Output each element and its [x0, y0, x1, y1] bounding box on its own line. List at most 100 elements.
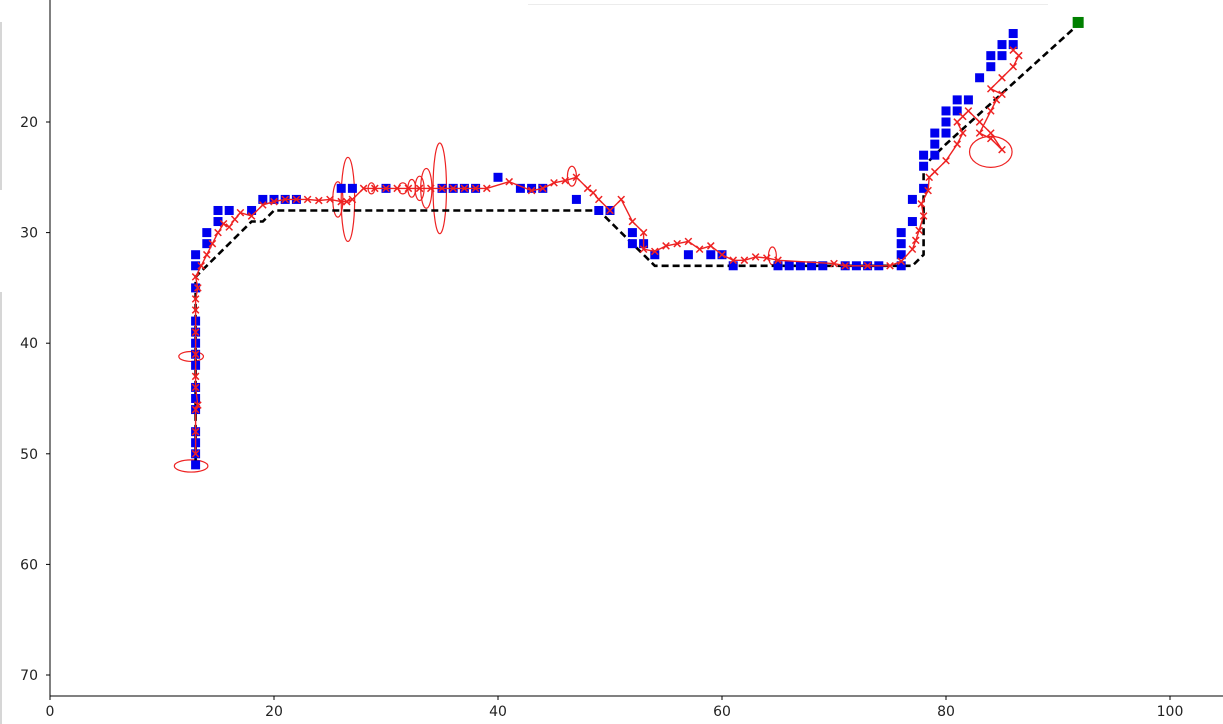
tick-labels: 0 20 40 60 80 100 20 30 40 50 60 70: [20, 115, 1183, 720]
red-x-marker: [326, 195, 334, 204]
red-x-marker: [404, 184, 413, 193]
red-x-marker: [841, 261, 850, 270]
red-x-marker: [919, 212, 928, 220]
red-x-marker: [219, 219, 228, 228]
blue-square-marker: [191, 283, 201, 293]
blue-square-marker: [269, 194, 279, 204]
red-x-marker: [897, 257, 906, 266]
red-x-marker: [191, 449, 200, 458]
blue-square-marker: [683, 250, 693, 260]
blue-square-marker: [896, 250, 906, 260]
y-tick-label: 40: [20, 336, 38, 352]
blue-square-marker: [773, 261, 783, 271]
red-x-marker: [191, 427, 200, 436]
blue-square-marker: [997, 40, 1007, 50]
x-tick-label: 80: [937, 704, 955, 720]
red-x-marker: [594, 195, 603, 204]
blue-square-marker: [975, 73, 985, 83]
red-x-marker: [639, 245, 648, 254]
blue-square-marker: [952, 95, 962, 105]
red-x-marker: [975, 118, 984, 126]
red-x-marker: [191, 372, 200, 381]
axes: [49, 0, 1223, 697]
red-x-marker: [986, 134, 995, 143]
red-x-marker: [639, 228, 648, 237]
red-x-marker: [538, 184, 547, 193]
red-x-marker: [762, 254, 771, 262]
red-x-marker: [342, 197, 351, 206]
red-x-marker: [718, 250, 726, 259]
red-x-marker: [471, 184, 480, 193]
blue-square-marker: [807, 261, 817, 271]
blue-square-marker: [963, 95, 973, 105]
red-x-marker: [208, 239, 217, 248]
red-x-marker: [673, 239, 682, 248]
blue-square-marker: [997, 51, 1007, 61]
blue-square-marker: [627, 239, 637, 249]
blue-square-marker: [1008, 40, 1018, 50]
red-x-marker: [393, 184, 402, 193]
red-x-marker: [191, 328, 200, 336]
red-x-marker: [924, 186, 932, 195]
red-x-marker: [606, 206, 614, 215]
red-x-marker: [1009, 46, 1018, 54]
red-x-marker: [270, 197, 278, 206]
red-x-marker: [684, 237, 693, 246]
red-x-marker: [650, 247, 659, 256]
red-x-marker: [415, 184, 424, 193]
uncertainty-ellipses: [173, 135, 1013, 473]
red-x-marker: [964, 107, 973, 115]
blue-square-marker: [258, 194, 268, 204]
blue-square-marker: [336, 183, 346, 193]
blue-square-marker: [930, 128, 940, 138]
blue-square-marker: [818, 261, 828, 271]
red-x-marker: [589, 188, 598, 197]
red-x-marker: [230, 215, 239, 224]
red-x-marker: [886, 261, 894, 270]
y-tick-label: 20: [20, 115, 38, 131]
red-x-marker: [930, 167, 939, 176]
y-tick-label: 50: [20, 447, 38, 463]
blue-square-marker: [650, 250, 660, 260]
blue-square-marker: [728, 261, 738, 271]
blue-square-marker: [527, 183, 537, 193]
red-x-marker: [337, 197, 346, 206]
red-x-marker: [986, 84, 995, 93]
red-x-marker: [303, 195, 312, 204]
blue-square-marker: [706, 250, 716, 260]
blue-square-marker: [247, 205, 257, 215]
blue-square-marker: [907, 194, 917, 204]
x-tick-label: 40: [489, 704, 507, 720]
left-edge-line-bottom: [0, 292, 2, 724]
blue-square-marker: [594, 205, 604, 215]
red-x-marker: [438, 184, 446, 193]
red-x-marker: [911, 236, 920, 245]
blue-square-marker: [627, 228, 637, 238]
red-x-marker: [706, 242, 715, 250]
blue-square-marker: [191, 460, 201, 470]
red-x-marker: [863, 261, 872, 270]
red-x-marker: [197, 261, 206, 270]
red-x-marker: [191, 273, 200, 281]
blue-square-marker: [213, 205, 223, 215]
blue-square-marker: [213, 217, 223, 227]
uncertainty-ellipse: [340, 156, 356, 243]
series-layer: [191, 16, 1084, 470]
uncertainty-ellipse: [173, 459, 209, 473]
blue-square-marker: [795, 261, 805, 271]
red-x-marker: [1009, 62, 1018, 71]
uncertainty-ellipse: [968, 135, 1013, 168]
red-x-marker: [281, 195, 290, 204]
red-x-marker: [729, 256, 738, 265]
blue-square-marker: [986, 51, 996, 61]
x-tick-label: 60: [713, 704, 731, 720]
red-x-marker: [194, 284, 202, 292]
blue-square-marker: [930, 150, 940, 160]
blue-square-marker: [191, 261, 201, 271]
blue-square-marker: [941, 128, 951, 138]
red-x-marker: [191, 350, 200, 359]
red-x-marker: [359, 184, 368, 193]
red-x-marker: [751, 253, 760, 261]
blue-square-marker: [986, 62, 996, 72]
